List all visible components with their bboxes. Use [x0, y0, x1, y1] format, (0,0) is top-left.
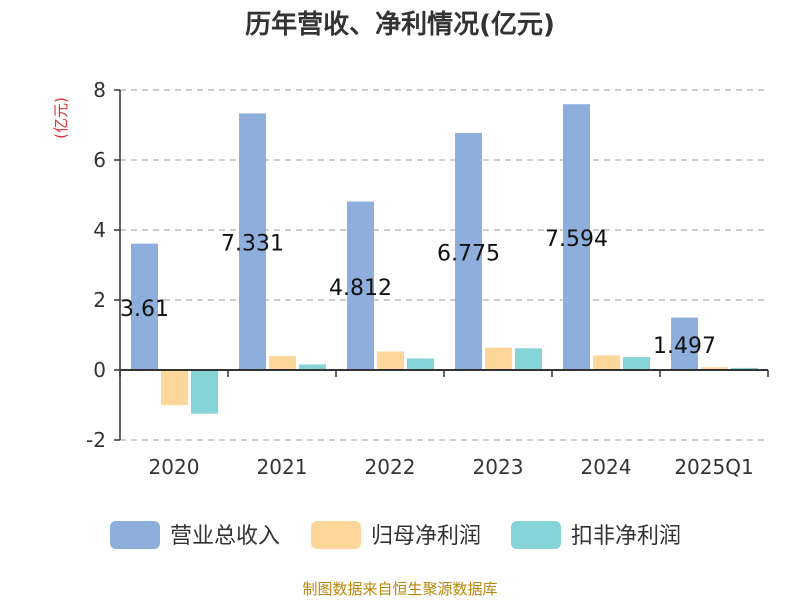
bar-2024-扣非净利润	[623, 357, 650, 370]
bar-2020-归母净利润	[161, 370, 188, 405]
bars	[131, 104, 758, 414]
bar-2025Q1-营业总收入	[671, 317, 698, 370]
legend-swatch	[511, 521, 561, 549]
x-tick-label: 2021	[257, 455, 308, 479]
bar-2022-营业总收入	[347, 201, 374, 370]
bar-2023-扣非净利润	[515, 348, 542, 370]
legend-label: 营业总收入	[170, 524, 280, 549]
bar-2021-归母净利润	[269, 356, 296, 370]
legend-swatch	[311, 521, 361, 549]
x-tick-label: 2020	[149, 455, 200, 479]
data-label: 3.61	[120, 297, 169, 322]
bar-2021-扣非净利润	[299, 364, 326, 370]
bar-2025Q1-归母净利润	[701, 367, 728, 370]
y-tick-label: 0	[93, 358, 106, 382]
data-label: 4.812	[329, 276, 392, 301]
unit-label: (亿元)	[52, 97, 70, 139]
y-tick-label: 8	[93, 78, 106, 102]
bar-2022-归母净利润	[377, 351, 404, 370]
bar-2020-扣非净利润	[191, 370, 218, 414]
x-tick-label: 2022	[365, 455, 416, 479]
data-label: 1.497	[653, 334, 716, 359]
bar-2025Q1-扣非净利润	[731, 367, 758, 370]
bar-2020-营业总收入	[131, 243, 158, 370]
bar-2023-归母净利润	[485, 347, 512, 370]
legend-swatch	[110, 521, 160, 549]
x-tick-label: 2024	[581, 455, 632, 479]
legend-label: 归母净利润	[371, 524, 481, 549]
bar-2023-营业总收入	[455, 132, 482, 370]
data-label: 7.594	[545, 227, 608, 252]
axes: -2 0 2 4 6 8 2020 2021 2022 2023 2024 2025Q1	[86, 78, 769, 479]
data-labels: 3.61 7.331 4.812 6.775 7.594 1.497	[120, 227, 716, 359]
bar-2024-营业总收入	[563, 104, 590, 371]
chart-title: 历年营收、净利情况(亿元)	[245, 10, 555, 40]
grid-lines	[120, 89, 768, 441]
data-label: 6.775	[437, 241, 500, 266]
source-note: 制图数据来自恒生聚源数据库	[302, 580, 498, 598]
bar-2022-扣非净利润	[407, 358, 434, 370]
y-tick-label: 2	[93, 288, 106, 312]
y-tick-label: 4	[93, 218, 106, 242]
data-label: 7.331	[221, 232, 284, 257]
x-tick-label: 2025Q1	[674, 455, 753, 479]
legend: 营业总收入 归母净利润 扣非净利润	[110, 521, 681, 549]
bar-2024-归母净利润	[593, 355, 620, 370]
x-tick-label: 2023	[473, 455, 524, 479]
legend-label: 扣非净利润	[571, 524, 681, 549]
y-tick-label: 6	[93, 148, 106, 172]
bar-2021-营业总收入	[239, 113, 266, 370]
y-tick-label: -2	[86, 428, 106, 452]
